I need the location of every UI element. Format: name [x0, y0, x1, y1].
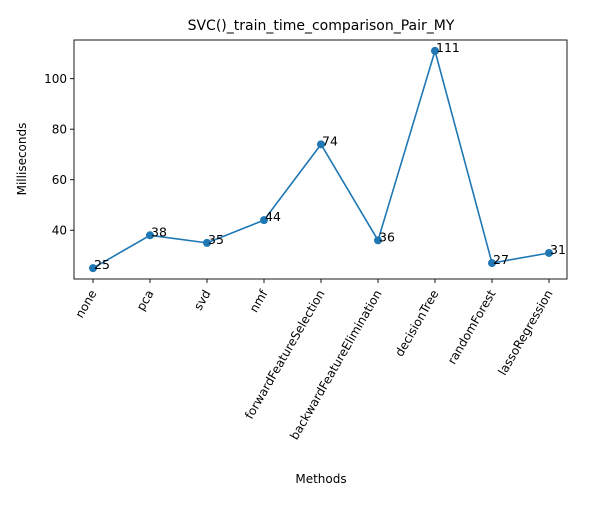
data-label: 74	[322, 133, 338, 148]
x-tick-label: decisionTree	[392, 288, 441, 359]
data-point-marker	[374, 236, 382, 245]
data-label: 35	[208, 232, 224, 247]
data-label: 25	[94, 257, 110, 272]
plot-area-frame	[73, 39, 568, 280]
data-point-marker	[260, 216, 268, 225]
data-point-marker	[545, 248, 553, 257]
data-point-marker	[146, 231, 154, 240]
data-point-marker	[317, 140, 325, 149]
series-line-group	[89, 46, 553, 273]
data-label: 38	[151, 224, 167, 239]
x-tick-label: pca	[134, 288, 157, 314]
x-tick-label: randomForest	[445, 287, 499, 366]
y-tick-label: 60	[52, 173, 67, 187]
data-label: 36	[379, 229, 395, 244]
x-tick-label: svd	[191, 288, 214, 313]
data-point-marker	[488, 259, 496, 268]
x-tick-label: none	[73, 288, 100, 321]
y-tick-label: 100	[44, 72, 67, 86]
x-tick-label: nmf	[247, 287, 271, 315]
y-axis-title: Milliseconds	[15, 123, 29, 196]
data-point-marker	[89, 264, 97, 273]
x-tick-label: lassoRegression	[495, 288, 555, 378]
data-label: 31	[550, 242, 566, 257]
y-tick-label: 80	[52, 123, 67, 137]
data-label-group: 25 38 35 44 74 36 111 27 31	[94, 40, 566, 272]
data-label: 27	[493, 252, 509, 267]
chart-title: SVC()_train_time_comparison_Pair_MY	[188, 18, 455, 34]
y-tick-label: 40	[52, 224, 67, 238]
y-axis: 40 60 80 100	[44, 72, 74, 238]
data-point-marker	[203, 238, 211, 247]
data-label: 111	[436, 40, 460, 55]
data-point-marker	[431, 46, 439, 55]
data-label: 44	[265, 209, 281, 224]
x-axis: none pca svd nmfforwardFeatureSelectionback…	[73, 279, 556, 442]
x-axis-title: Methods	[295, 472, 346, 486]
